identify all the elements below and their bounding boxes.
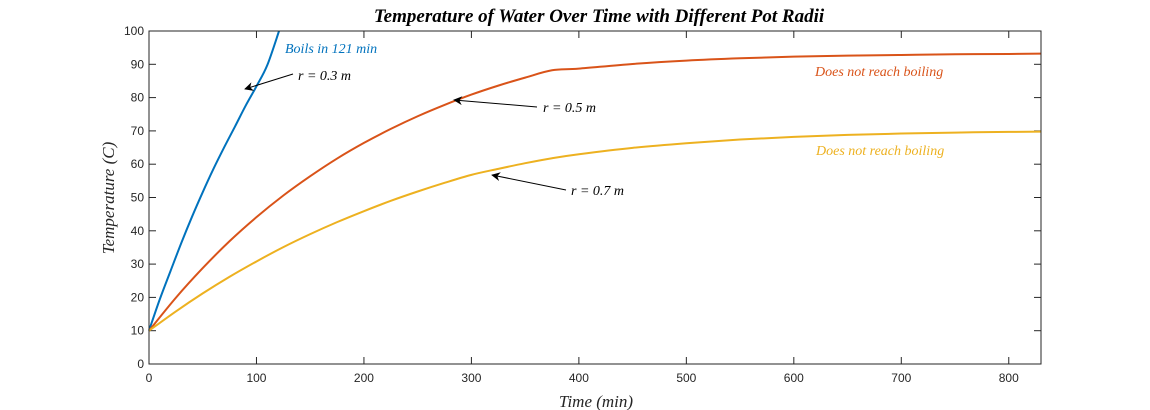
x-tick-label: 200 bbox=[354, 371, 374, 385]
x-tick-label: 300 bbox=[461, 371, 481, 385]
axis-ticks: 0 100 200 300 400 500 600 700 800 0 10 20 30 40 50 60 70… bbox=[124, 24, 1041, 385]
y-tick-label: 50 bbox=[131, 191, 145, 205]
y-tick-label: 100 bbox=[124, 24, 144, 38]
y-axis-label: Temperature (C) bbox=[99, 141, 118, 254]
y-tick-label: 10 bbox=[131, 324, 145, 338]
y-tick-label: 70 bbox=[131, 124, 145, 138]
chart-title: Temperature of Water Over Time with Diff… bbox=[374, 6, 825, 27]
x-axis-label: Time (min) bbox=[559, 392, 633, 410]
annotation-arrow-r05 bbox=[453, 96, 538, 108]
x-tick-label: 0 bbox=[146, 371, 153, 385]
plot-area-frame bbox=[148, 30, 1042, 365]
annotation-label-r07: r = 0.7 m bbox=[571, 184, 624, 199]
series-line-0 bbox=[148, 30, 280, 332]
annotation-arrow-r07 bbox=[491, 172, 567, 191]
annotation-boils: Boils in 121 min bbox=[285, 42, 377, 57]
series-layer bbox=[148, 30, 1042, 332]
x-tick-label: 600 bbox=[784, 371, 804, 385]
series-line-2 bbox=[148, 130, 1042, 332]
annotation-label-r05: r = 0.5 m bbox=[543, 101, 596, 116]
y-tick-label: 40 bbox=[131, 224, 145, 238]
y-tick-label: 90 bbox=[131, 57, 145, 71]
y-tick-label: 20 bbox=[131, 290, 145, 304]
x-tick-label: 400 bbox=[569, 371, 589, 385]
x-tick-label: 500 bbox=[676, 371, 696, 385]
annotation-arrow-r03 bbox=[244, 73, 294, 91]
y-tick-label: 0 bbox=[137, 357, 144, 371]
x-tick-label: 800 bbox=[999, 371, 1019, 385]
annotation-label-r03: r = 0.3 m bbox=[298, 69, 351, 84]
x-tick-label: 700 bbox=[891, 371, 911, 385]
series-line-1 bbox=[148, 52, 1042, 332]
x-tick-label: 100 bbox=[246, 371, 266, 385]
y-tick-label: 60 bbox=[131, 157, 145, 171]
y-tick-label: 80 bbox=[131, 91, 145, 105]
annotation-no-boil-r07: Does not reach boiling bbox=[815, 144, 944, 159]
y-tick-label: 30 bbox=[131, 257, 145, 271]
annotation-no-boil-r05: Does not reach boiling bbox=[814, 65, 943, 80]
